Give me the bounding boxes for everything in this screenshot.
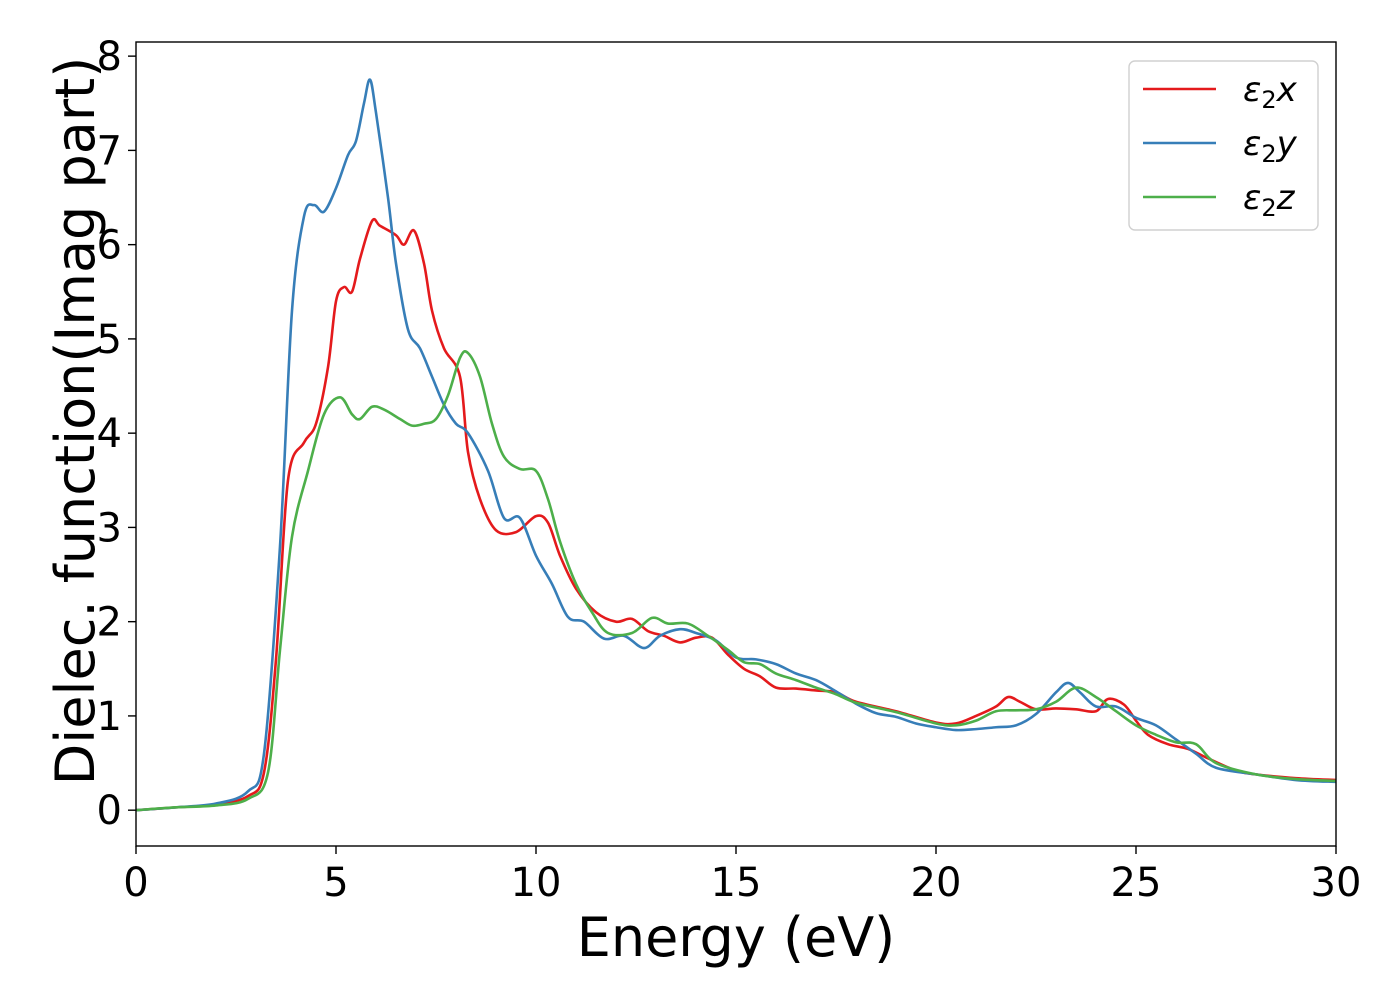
y-tick-label: 7 [97, 128, 122, 174]
x-tick-label: 20 [911, 860, 962, 906]
y-tick-label: 0 [97, 788, 122, 834]
legend-label: ε2z [1243, 178, 1296, 222]
legend-item-y: ε2y [1143, 124, 1298, 168]
y-tick-label: 8 [97, 34, 122, 80]
legend-box [1128, 60, 1319, 231]
x-ticks: 0 5 10 15 20 25 30 [123, 846, 1361, 906]
series-line-x [136, 217, 1336, 812]
plot-frame [135, 41, 1337, 847]
y-tick-label: 4 [97, 411, 122, 457]
y-tick-label: 5 [97, 317, 122, 363]
x-tick-label: 0 [123, 860, 148, 906]
x-tick-label: 25 [1111, 860, 1162, 906]
legend-label: ε2y [1243, 124, 1298, 168]
x-tick-label: 15 [711, 860, 762, 906]
legend: ε2x ε2y ε2z [1128, 60, 1319, 231]
x-axis-label: Energy (eV) [577, 906, 896, 969]
y-tick-label: 3 [97, 505, 122, 551]
x-tick-label: 30 [1311, 860, 1362, 906]
legend-item-z: ε2z [1143, 178, 1296, 222]
y-ticks: 0 1 2 3 4 5 6 7 8 [97, 34, 136, 834]
x-tick-label: 10 [511, 860, 562, 906]
series-line-z [136, 350, 1336, 812]
legend-item-x: ε2x [1143, 70, 1298, 114]
y-tick-label: 2 [97, 600, 122, 646]
plot-area [136, 78, 1336, 812]
y-tick-label: 6 [97, 223, 122, 269]
y-tick-label: 1 [97, 694, 122, 740]
y-axis-label: Dielec. function(Imag part) [44, 57, 107, 786]
x-tick-label: 5 [323, 860, 348, 906]
legend-label: ε2x [1243, 70, 1298, 114]
